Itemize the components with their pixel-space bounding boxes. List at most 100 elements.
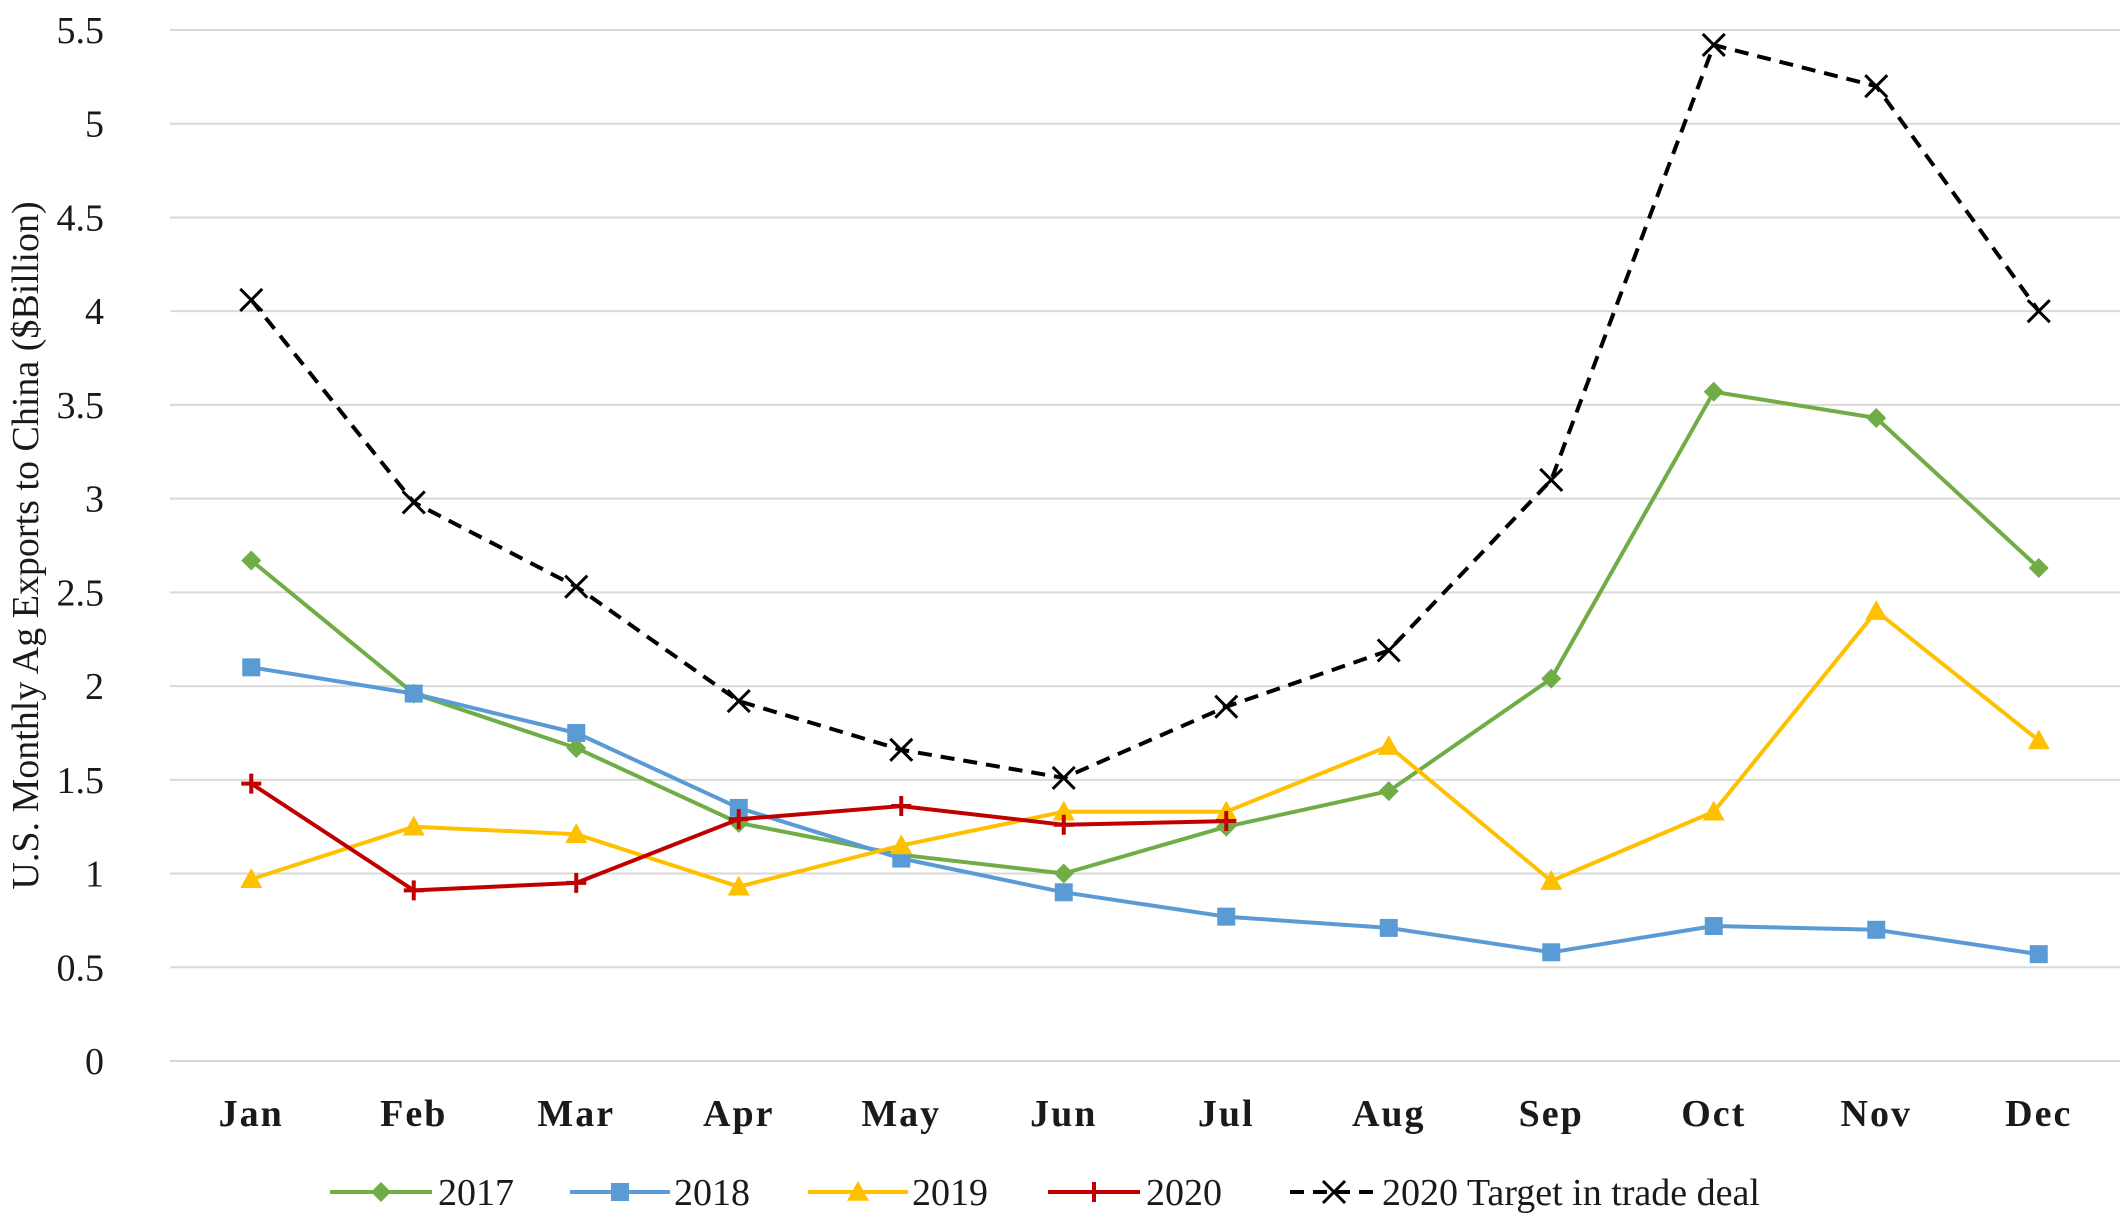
data-point xyxy=(241,550,262,571)
data-point xyxy=(1378,781,1399,802)
x-tick-label: Apr xyxy=(703,1093,774,1135)
data-point xyxy=(889,737,914,762)
y-tick-label: 5.5 xyxy=(57,10,105,52)
y-axis-title: U.S. Monthly Ag Exports to China ($Billi… xyxy=(5,201,47,889)
legend-item: 2020 xyxy=(1048,1172,1222,1214)
y-tick-label: 1.5 xyxy=(57,760,105,802)
x-tick-label: Feb xyxy=(380,1093,447,1135)
legend-label: 2020 xyxy=(1146,1172,1222,1214)
data-point xyxy=(1541,668,1562,689)
series-2020-target-in-trade-deal xyxy=(239,32,2051,791)
series-line xyxy=(250,609,2041,889)
x-tick-label: Jul xyxy=(1198,1093,1255,1135)
data-point xyxy=(729,798,748,817)
legend-marker xyxy=(1321,1179,1347,1205)
data-point xyxy=(727,875,750,896)
legend-marker xyxy=(611,1183,629,1201)
legend-marker xyxy=(1084,1182,1104,1202)
data-point xyxy=(1701,32,1726,58)
y-tick-label: 3 xyxy=(85,479,104,521)
data-point xyxy=(402,815,425,836)
data-point xyxy=(890,834,913,855)
y-tick-label: 1 xyxy=(85,854,104,896)
data-point xyxy=(1215,800,1238,821)
series-line xyxy=(249,43,2041,780)
x-tick-label: Nov xyxy=(1841,1093,1912,1135)
x-axis-ticks: Jan Feb Mar Apr May Jun Jul Aug Sep Oct Nov Dec xyxy=(219,1093,2072,1135)
data-point xyxy=(1053,814,1074,835)
legend-label: 2019 xyxy=(912,1172,988,1214)
data-point xyxy=(1376,638,1401,663)
data-point xyxy=(1052,800,1075,821)
x-tick-label: May xyxy=(861,1093,941,1135)
legend-item: 2019 xyxy=(808,1172,988,1214)
x-tick-label: Aug xyxy=(1352,1093,1426,1135)
data-point xyxy=(1702,800,1725,821)
data-point xyxy=(404,684,423,703)
series-2017 xyxy=(241,381,2049,884)
data-point xyxy=(2026,299,2051,324)
legend-marker xyxy=(371,1182,391,1202)
data-point xyxy=(1054,883,1073,902)
data-point xyxy=(2028,557,2049,578)
data-point xyxy=(1866,408,1887,429)
data-point xyxy=(1542,943,1561,962)
data-point xyxy=(1053,863,1074,884)
y-tick-label: 3.5 xyxy=(57,385,105,427)
data-point xyxy=(242,658,261,677)
x-tick-label: Dec xyxy=(2005,1093,2072,1135)
data-point xyxy=(1540,870,1563,890)
data-point xyxy=(1214,694,1239,719)
data-point xyxy=(1051,765,1076,791)
data-point xyxy=(1379,918,1398,937)
y-tick-label: 5 xyxy=(85,104,104,146)
data-point xyxy=(2029,945,2048,964)
data-point xyxy=(1216,811,1237,832)
series-2020 xyxy=(241,773,1237,901)
data-point xyxy=(1703,381,1724,402)
legend-item: 2020 Target in trade deal xyxy=(1290,1172,1760,1214)
legend-label: 2020 Target in trade deal xyxy=(1382,1172,1760,1214)
data-point xyxy=(2027,729,2050,750)
legend-item: 2018 xyxy=(570,1172,750,1214)
data-point xyxy=(1704,917,1723,936)
legend-label: 2017 xyxy=(438,1172,514,1214)
y-tick-label: 2.5 xyxy=(57,572,105,614)
data-point xyxy=(1539,467,1564,492)
data-point xyxy=(401,490,426,515)
data-point xyxy=(726,689,751,714)
y-tick-label: 4.5 xyxy=(57,197,105,239)
legend-label: 2018 xyxy=(674,1172,750,1214)
data-point xyxy=(1217,907,1236,926)
series-2019 xyxy=(240,600,2050,896)
data-point xyxy=(891,796,912,817)
data-point xyxy=(1867,920,1886,939)
data-point xyxy=(566,737,587,758)
legend-item: 2017 xyxy=(330,1172,514,1214)
series-line xyxy=(250,665,2040,957)
gridlines xyxy=(170,29,2120,1062)
data-point xyxy=(1377,735,1400,755)
y-tick-label: 0 xyxy=(85,1041,104,1083)
series-line xyxy=(250,389,2041,876)
x-tick-label: Oct xyxy=(1681,1093,1746,1135)
data-point xyxy=(564,574,589,599)
y-tick-label: 2 xyxy=(85,666,104,708)
data-point xyxy=(241,773,262,794)
data-point xyxy=(728,809,749,830)
y-tick-label: 4 xyxy=(85,291,104,333)
x-tick-label: Jan xyxy=(219,1093,284,1135)
legend: 2017 2018 2019 2020 2020 Target in trade dea… xyxy=(330,1172,1760,1214)
data-point xyxy=(567,723,586,742)
series-2018 xyxy=(242,658,2048,964)
y-axis-ticks: 0 0.5 1 1.5 2 2.5 3 3.5 4 4.5 5 5.5 xyxy=(57,10,105,1083)
data-point xyxy=(240,868,263,888)
x-tick-label: Mar xyxy=(537,1093,615,1135)
legend-marker xyxy=(847,1181,869,1201)
data-point xyxy=(1865,600,1888,620)
data-point xyxy=(566,872,587,893)
data-point xyxy=(403,880,424,901)
y-tick-label: 0.5 xyxy=(57,947,105,989)
data-point xyxy=(565,823,588,843)
